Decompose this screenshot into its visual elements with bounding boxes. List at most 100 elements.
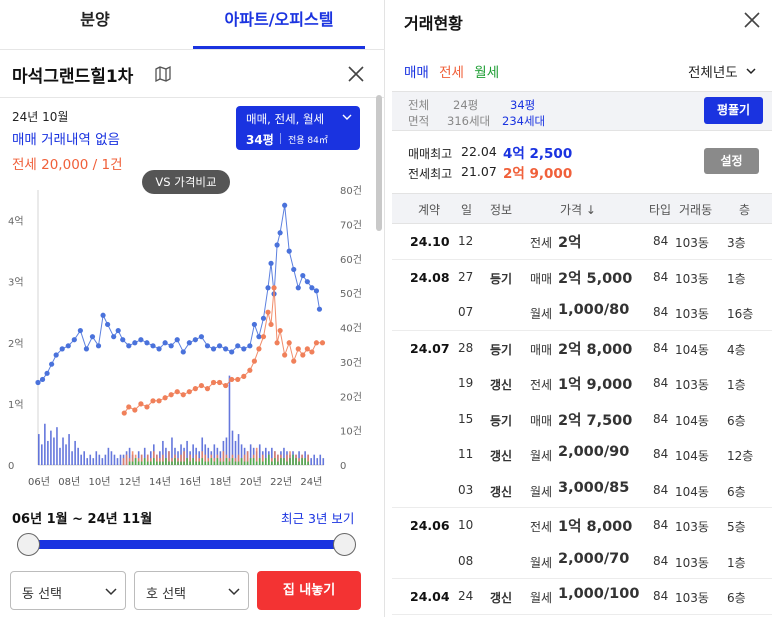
type-area-filter-button[interactable]: 매매, 전세, 월세 34평 전용 84㎡ [236,106,360,150]
row-price: 2,000/70 [558,550,630,567]
list-my-home-button[interactable]: 집 내놓기 [257,571,361,610]
table-row[interactable]: 15 등기 매매 2억 7,500 84 104동 6층 [392,402,772,438]
row-kind: 매매 [530,342,553,357]
table-row[interactable]: 07 월세 1,000/80 84 103동 16층 [392,295,772,331]
sale-price-point [256,334,262,340]
tab-apartment-officetel[interactable]: 아파트/오피스텔 [193,0,365,49]
table-row[interactable]: 19 갱신 전세 1억 9,000 84 103동 1층 [392,366,772,402]
vs-compare-button[interactable]: VS 가격비교 [142,170,230,194]
jeonse-volume-bar [189,454,191,465]
jeonse-price-point [132,407,138,413]
table-row[interactable]: 24.08 27 등기 매매 2억 5,000 84 103동 1층 [392,260,772,296]
row-month: 24.04 [410,589,450,604]
sale-price-point [277,230,283,236]
info-316-households: 316세대 [447,114,491,128]
info-34-pyeong[interactable]: 34평 [510,98,536,112]
sale-volume-bar [249,444,252,465]
close-icon[interactable] [742,10,762,30]
settings-button[interactable]: 설정 [704,148,759,174]
sale-volume-bar [264,447,267,465]
wolse-volume-bar [289,458,291,465]
tab-wolse[interactable]: 월세 [474,65,500,81]
sale-volume-bar [225,437,228,465]
table-row[interactable]: 03 갱신 월세 3,000/85 84 104동 6층 [392,473,772,508]
year-select[interactable]: 전체년도 [688,65,738,81]
sale-price-point [138,337,144,343]
sale-price-point [95,343,102,349]
sale-price-point [53,352,59,358]
row-kind: 월세 [530,591,553,605]
filter-types-label: 매매, 전세, 월세 [246,112,325,126]
y-left-tick-label: 3억 [8,277,24,289]
jeonse-price-point [277,327,283,334]
jeonse-price-point [235,376,241,383]
row-info: 등기 [490,342,513,357]
wolse-volume-bar [240,458,243,465]
jeonse-volume-bar [156,454,158,465]
sale-volume-bar [319,454,322,465]
jeonse-price-point [291,358,297,364]
jeonse-price-point [121,410,127,416]
wolse-volume-bar [243,461,246,465]
column-contract: 계약 [418,203,441,217]
info-24-pyeong[interactable]: 24평 [453,98,479,112]
scrollbar[interactable] [376,95,382,231]
pyeong-expand-button[interactable]: 평풀기 [704,97,763,124]
row-info: 등기 [490,271,513,286]
chevron-down-icon[interactable] [746,66,756,76]
sale-price-point [291,266,297,273]
tab-bunyang[interactable]: 분양 [80,10,110,29]
column-price-sort[interactable]: 가격 ↓ [560,203,596,217]
jeonse-price-point [300,352,306,358]
jeonse-volume-bar [237,454,240,465]
tab-jeonse[interactable]: 전세 [439,65,464,81]
table-row[interactable]: 24.07 28 등기 매매 2억 8,000 84 104동 4층 [392,331,772,367]
wolse-volume-bar [295,458,297,465]
left-panel: 분양 아파트/오피스텔 마석그랜드힐1차 24년 10월 매매 거래내역 없음 … [0,0,385,617]
jeonse-price-point [260,334,267,340]
jeonse-price-point [138,401,144,407]
table-row[interactable]: 24.10 12 전세 2억 84 103동 3층 [392,224,772,260]
wolse-volume-bar [128,461,131,465]
sale-volume-bar [213,444,216,465]
tab-sale[interactable]: 매매 [404,65,429,81]
wolse-volume-bar [280,458,282,465]
jeonse-volume-bar [180,454,182,465]
wolse-volume-bar [231,458,234,465]
map-icon[interactable] [154,65,172,83]
row-floor: 12층 [727,449,754,463]
sale-price-point [44,370,50,376]
row-day: 28 [458,340,474,355]
range-slider-start-handle[interactable] [17,533,40,556]
sale-volume-bar [316,458,319,465]
close-icon[interactable] [346,64,366,84]
table-row[interactable]: 11 갱신 월세 2,000/90 84 104동 12층 [392,437,772,473]
ho-select[interactable]: 호 선택 [134,571,249,610]
wolse-volume-bar [146,461,149,465]
sale-price-point [216,343,223,349]
jeonse-volume-bar [255,447,258,465]
sale-volume-bar [41,444,43,465]
recent-3-years-link[interactable]: 최근 3년 보기 [281,511,355,526]
sale-price-point [105,321,111,328]
row-type: 84 [653,234,669,248]
x-tick-label: 08년 [58,476,80,488]
jeonse-price-point [229,376,235,383]
row-day: 03 [458,482,474,497]
dong-select[interactable]: 동 선택 [10,571,126,610]
wolse-volume-bar [143,458,146,465]
wolse-volume-bar [283,458,285,465]
wolse-volume-bar [277,461,279,465]
sale-price-point [268,260,274,266]
table-row[interactable]: 08 월세 2,000/70 84 103동 1층 [392,544,772,579]
wolse-volume-bar [216,458,219,465]
range-slider-track[interactable] [28,540,344,549]
range-slider-end-handle[interactable] [333,533,356,556]
table-row[interactable]: 24.06 10 전세 1억 8,000 84 103동 5층 [392,508,772,544]
sale-volume-bar [271,447,273,465]
table-row[interactable]: 24.04 24 갱신 월세 1,000/100 84 103동 6층 [392,579,772,615]
sale-volume-bar [92,458,95,465]
x-tick-label: 10년 [89,476,111,488]
column-type: 타입 [649,203,672,217]
wolse-volume-bar [183,461,185,465]
